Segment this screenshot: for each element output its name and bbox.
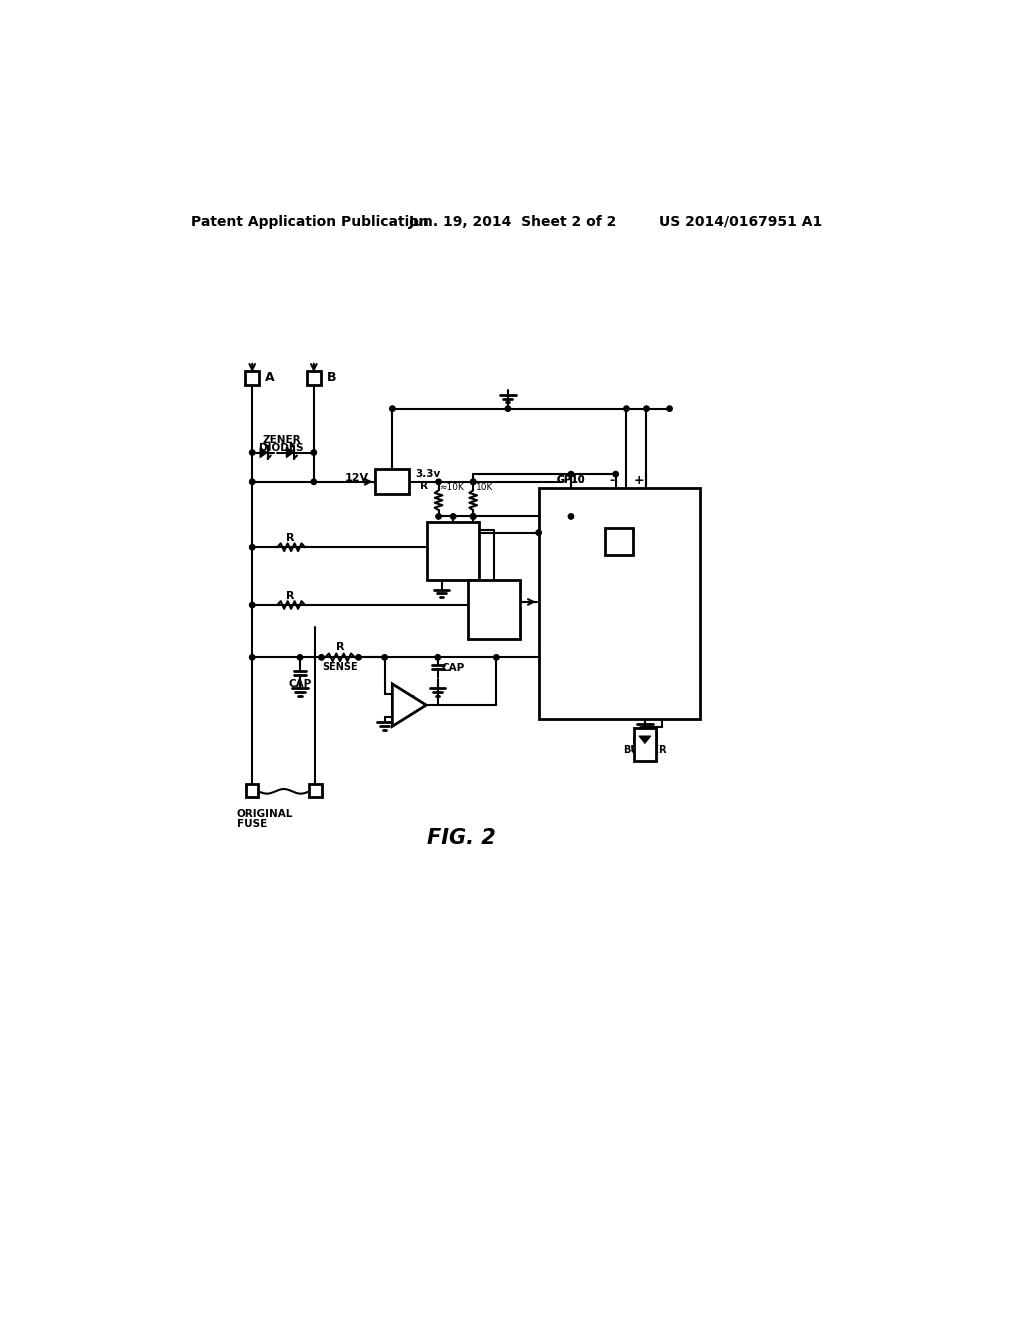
Text: +: +	[390, 711, 400, 723]
Polygon shape	[639, 737, 651, 743]
Text: US 2014/0167951 A1: US 2014/0167951 A1	[658, 215, 822, 228]
Bar	[246, 371, 259, 385]
Text: SW: SW	[608, 536, 629, 546]
Bar	[539, 488, 700, 719]
Text: SENSE: SENSE	[323, 661, 357, 672]
Bar	[634, 729, 655, 760]
Text: LATOR: LATOR	[475, 607, 513, 618]
Text: CAP: CAP	[289, 680, 311, 689]
Text: GP10: GP10	[647, 656, 676, 667]
Circle shape	[311, 450, 316, 455]
Circle shape	[505, 407, 511, 412]
Text: 10K: 10K	[475, 483, 493, 491]
Circle shape	[250, 545, 255, 550]
Text: DIODES: DIODES	[259, 444, 304, 453]
Circle shape	[311, 479, 316, 484]
Text: ISO-: ISO-	[481, 598, 506, 609]
Circle shape	[613, 471, 618, 477]
Text: FUSE: FUSE	[237, 818, 267, 829]
Text: GP10: GP10	[545, 605, 573, 615]
Circle shape	[250, 602, 255, 607]
Text: 3.3v: 3.3v	[625, 593, 653, 606]
Circle shape	[250, 479, 255, 484]
Text: OPTO: OPTO	[437, 531, 469, 541]
Text: A2D: A2D	[545, 659, 567, 669]
Text: LATOR: LATOR	[434, 549, 472, 560]
Text: 0,1: 0,1	[545, 569, 562, 578]
Polygon shape	[286, 447, 294, 458]
Text: MCU: MCU	[623, 582, 654, 594]
Text: Patent Application Publication: Patent Application Publication	[190, 215, 428, 228]
Circle shape	[568, 513, 573, 519]
Circle shape	[318, 655, 325, 660]
Text: 0,1: 0,1	[545, 541, 562, 550]
Text: I SENSE: I SENSE	[545, 651, 588, 661]
Circle shape	[382, 655, 387, 660]
Text: ISO-: ISO-	[441, 540, 466, 550]
Circle shape	[250, 655, 255, 660]
Circle shape	[568, 471, 573, 477]
Text: B: B	[545, 524, 552, 533]
Circle shape	[624, 407, 629, 412]
Bar	[307, 371, 321, 385]
Text: GP10: GP10	[545, 560, 573, 570]
Circle shape	[355, 655, 361, 660]
Text: CAP: CAP	[441, 663, 465, 673]
Text: B: B	[327, 371, 337, 384]
Polygon shape	[260, 447, 267, 458]
Circle shape	[436, 479, 441, 484]
Circle shape	[667, 407, 672, 412]
Circle shape	[470, 513, 476, 519]
Bar	[427, 521, 479, 581]
Text: +: +	[634, 474, 644, 487]
Text: ORIGINAL: ORIGINAL	[237, 809, 293, 820]
Circle shape	[470, 479, 476, 484]
Text: OPTO: OPTO	[478, 589, 510, 599]
Text: REG: REG	[380, 477, 404, 487]
Text: R: R	[287, 591, 295, 601]
Text: BUZZER: BUZZER	[624, 744, 667, 755]
Text: GP10: GP10	[557, 475, 586, 486]
Text: A: A	[545, 597, 552, 606]
Circle shape	[494, 655, 499, 660]
Text: 12V: 12V	[345, 473, 370, 483]
Text: SIDE: SIDE	[545, 515, 570, 525]
Text: R: R	[420, 482, 428, 491]
Circle shape	[644, 407, 649, 412]
Circle shape	[250, 450, 255, 455]
Bar	[309, 784, 322, 797]
Text: 0,1: 0,1	[545, 612, 562, 623]
Text: GP10: GP10	[557, 475, 586, 486]
Bar	[376, 470, 410, 494]
Text: Jun. 19, 2014  Sheet 2 of 2: Jun. 19, 2014 Sheet 2 of 2	[410, 215, 617, 228]
Text: -: -	[393, 688, 398, 701]
Circle shape	[390, 407, 395, 412]
Polygon shape	[392, 684, 426, 726]
Circle shape	[436, 513, 441, 519]
Text: OP: OP	[399, 696, 416, 705]
Text: 3.3v: 3.3v	[416, 469, 440, 479]
Text: R: R	[287, 533, 295, 543]
Circle shape	[536, 529, 542, 536]
Text: R: R	[336, 643, 344, 652]
Text: FIG. 2: FIG. 2	[427, 829, 496, 849]
Text: GP10: GP10	[545, 532, 573, 543]
Text: A: A	[265, 371, 274, 384]
Text: -: -	[609, 474, 614, 487]
Bar	[246, 784, 258, 797]
Bar	[468, 581, 520, 639]
Circle shape	[451, 513, 456, 519]
Circle shape	[435, 655, 440, 660]
Text: R: R	[637, 531, 646, 540]
Text: AMP: AMP	[395, 705, 421, 715]
Text: LED/: LED/	[632, 737, 658, 746]
Bar	[605, 528, 633, 554]
Circle shape	[470, 513, 476, 519]
Text: ZENER: ZENER	[262, 436, 301, 445]
Text: ≈10K: ≈10K	[439, 483, 464, 491]
Circle shape	[470, 479, 476, 484]
Circle shape	[297, 655, 303, 660]
Text: SIDE: SIDE	[545, 587, 570, 598]
